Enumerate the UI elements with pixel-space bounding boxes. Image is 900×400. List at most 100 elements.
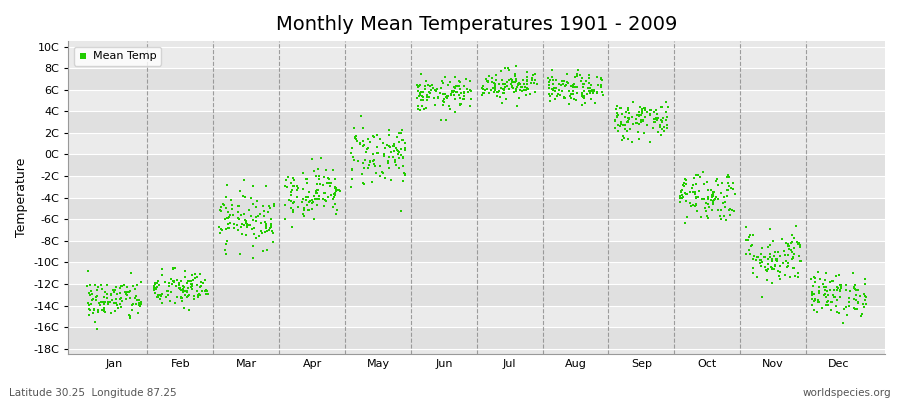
Mean Temp <box>82 302 96 308</box>
Mean Temp <box>95 299 110 305</box>
Mean Temp <box>496 90 510 96</box>
Mean Temp <box>684 203 698 209</box>
Mean Temp <box>412 92 427 99</box>
Mean Temp <box>300 176 314 183</box>
Mean Temp <box>725 186 740 192</box>
Mean Temp <box>176 286 190 292</box>
Mean Temp <box>191 294 205 300</box>
Mean Temp <box>830 286 844 293</box>
Mean Temp <box>443 79 457 85</box>
Mean Temp <box>806 298 821 304</box>
Mean Temp <box>258 229 273 235</box>
Mean Temp <box>848 282 862 288</box>
Mean Temp <box>227 220 241 227</box>
Mean Temp <box>396 154 410 160</box>
Mean Temp <box>765 238 779 244</box>
Mean Temp <box>847 296 861 303</box>
Mean Temp <box>812 288 826 294</box>
Mean Temp <box>577 93 591 100</box>
Mean Temp <box>765 280 779 286</box>
Mean Temp <box>654 116 669 123</box>
Mean Temp <box>751 254 765 260</box>
Mean Temp <box>557 94 572 100</box>
Mean Temp <box>568 84 582 90</box>
Mean Temp <box>108 308 122 314</box>
Mean Temp <box>377 151 392 158</box>
Mean Temp <box>506 84 520 91</box>
Mean Temp <box>193 271 207 277</box>
Mean Temp <box>428 102 442 108</box>
Mean Temp <box>560 71 574 77</box>
Mean Temp <box>194 279 208 285</box>
Mean Temp <box>545 77 560 83</box>
Mean Temp <box>351 157 365 164</box>
Mean Temp <box>452 92 466 99</box>
Mean Temp <box>448 109 463 116</box>
Mean Temp <box>786 265 800 271</box>
Mean Temp <box>412 92 427 98</box>
Mean Temp <box>422 83 436 90</box>
Mean Temp <box>448 74 463 80</box>
Mean Temp <box>264 220 278 227</box>
Mean Temp <box>709 194 724 200</box>
Mean Temp <box>620 104 634 111</box>
Mean Temp <box>284 192 299 198</box>
Mean Temp <box>299 194 313 200</box>
Mean Temp <box>760 277 775 283</box>
Mean Temp <box>296 170 310 176</box>
Mean Temp <box>413 107 428 113</box>
Mean Temp <box>370 150 384 156</box>
Mean Temp <box>174 286 188 293</box>
Mean Temp <box>858 296 872 303</box>
Mean Temp <box>223 212 238 218</box>
Mean Temp <box>134 299 148 306</box>
Mean Temp <box>773 269 788 275</box>
Mean Temp <box>318 197 332 204</box>
Mean Temp <box>755 245 770 252</box>
Mean Temp <box>632 112 646 118</box>
Mean Temp <box>445 91 459 98</box>
Mean Temp <box>704 187 718 193</box>
Mean Temp <box>490 88 504 95</box>
Mean Temp <box>296 211 310 218</box>
Mean Temp <box>650 110 664 117</box>
Mean Temp <box>812 290 826 296</box>
Mean Temp <box>677 180 691 186</box>
Mean Temp <box>101 301 115 308</box>
Mean Temp <box>395 137 410 143</box>
Text: Latitude 30.25  Longitude 87.25: Latitude 30.25 Longitude 87.25 <box>9 388 176 398</box>
Mean Temp <box>162 280 176 286</box>
Mean Temp <box>220 215 234 221</box>
Mean Temp <box>290 194 304 200</box>
Mean Temp <box>699 179 714 185</box>
Mean Temp <box>376 140 391 146</box>
Mean Temp <box>498 65 512 71</box>
Mean Temp <box>723 206 737 212</box>
Mean Temp <box>613 123 627 130</box>
Mean Temp <box>98 309 112 316</box>
Mean Temp <box>787 245 801 251</box>
Mean Temp <box>716 179 730 186</box>
Mean Temp <box>397 170 411 176</box>
Mean Temp <box>242 222 256 228</box>
Mean Temp <box>575 92 590 98</box>
Mean Temp <box>445 88 459 95</box>
Mean Temp <box>392 139 406 146</box>
Mean Temp <box>112 300 127 307</box>
Bar <box>68 262 885 284</box>
Bar <box>68 306 885 327</box>
Mean Temp <box>100 295 114 302</box>
Mean Temp <box>155 272 169 278</box>
Mean Temp <box>477 90 491 96</box>
Mean Temp <box>328 184 343 190</box>
Mean Temp <box>436 91 450 98</box>
Mean Temp <box>291 204 305 210</box>
Mean Temp <box>184 284 198 290</box>
Bar <box>68 219 885 241</box>
Mean Temp <box>508 79 522 85</box>
Mean Temp <box>496 80 510 87</box>
Mean Temp <box>481 78 495 85</box>
Mean Temp <box>832 288 847 294</box>
Mean Temp <box>711 182 725 188</box>
Mean Temp <box>541 90 555 97</box>
